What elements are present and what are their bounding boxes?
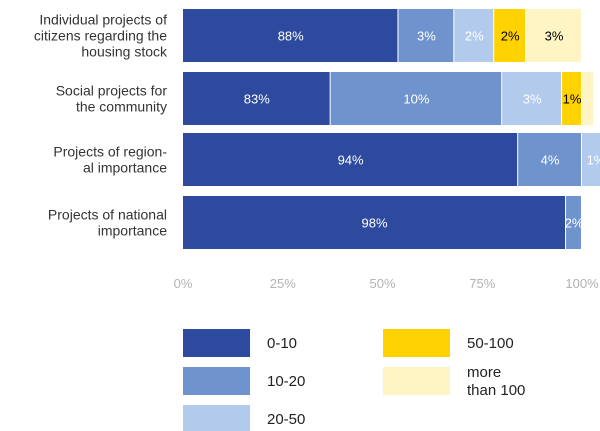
legend-label: 10-20: [267, 373, 305, 390]
legend-swatch: [183, 329, 250, 357]
category-label: Projects of region-al importance: [53, 144, 167, 176]
bar-segment: [526, 9, 581, 62]
x-tick-label: 25%: [270, 276, 296, 291]
data-label: 2%: [465, 29, 484, 44]
data-label: 88%: [278, 29, 304, 44]
category-label: Projects of national importance: [48, 207, 167, 239]
data-label: 10%: [403, 92, 429, 107]
data-label: 94%: [338, 153, 364, 168]
legend-swatch: [183, 367, 250, 395]
legend-label: 50-100: [467, 335, 514, 352]
legend-swatch: [183, 405, 250, 431]
data-label: 1%: [563, 92, 582, 107]
x-tick-label: 0%: [174, 276, 193, 291]
bar-segment: [502, 72, 562, 125]
bar-segment: [494, 9, 526, 62]
data-label: 3%: [545, 29, 564, 44]
x-tick-label: 100%: [565, 276, 599, 291]
bar-segment: [330, 72, 502, 125]
data-label: 3%: [523, 92, 542, 107]
data-label: 3%: [417, 29, 436, 44]
bar-segment: [183, 196, 566, 249]
bar-segment: [582, 72, 593, 125]
data-label: 4%: [541, 153, 560, 168]
data-label: 2%: [501, 29, 520, 44]
bar-segment: [518, 133, 581, 186]
bar-segment: [183, 133, 518, 186]
x-tick-label: 75%: [469, 276, 495, 291]
category-label: Social projects for the community: [56, 83, 168, 115]
data-label: 83%: [244, 92, 270, 107]
legend-label: 0-10: [267, 335, 297, 352]
legend-swatch: [383, 367, 450, 395]
data-label: 98%: [362, 216, 388, 231]
bar-segment: [582, 133, 600, 186]
legend-swatch: [383, 329, 450, 357]
legend-label: more than 100: [467, 364, 525, 399]
data-label: 2%: [565, 216, 584, 231]
bar-segment: [562, 72, 581, 125]
x-tick-label: 50%: [369, 276, 395, 291]
bar-segment: [183, 9, 398, 62]
data-label: 1%: [587, 153, 600, 168]
bar-segment: [398, 9, 454, 62]
bar-segment: [183, 72, 330, 125]
legend-label: 20-50: [267, 411, 305, 428]
bar-segment: [454, 9, 494, 62]
bar-segment: [566, 196, 581, 249]
category-label: Individual projects of citizens regarding…: [34, 12, 168, 60]
